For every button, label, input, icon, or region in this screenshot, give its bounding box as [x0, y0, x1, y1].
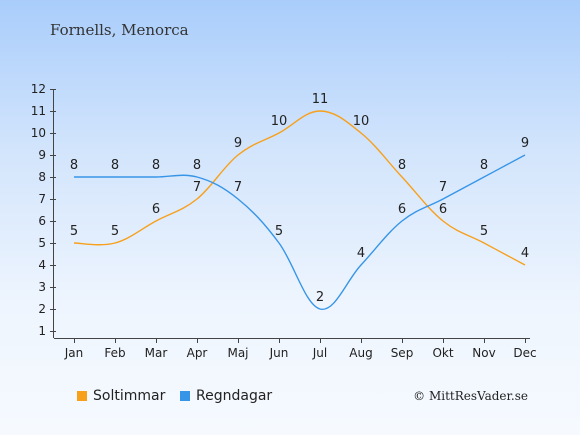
series-line-soltimmar: [73, 110, 526, 266]
data-label-regndagar: 8: [70, 158, 78, 173]
data-label-regndagar: 8: [111, 158, 119, 173]
y-tick-label: 9: [38, 148, 46, 162]
x-tick-label: Jul: [312, 346, 327, 360]
legend-label-soltimmar: Soltimmar: [93, 388, 166, 404]
y-tick-label: 2: [38, 302, 46, 316]
data-label-soltimmar: 7: [193, 180, 201, 195]
data-label-soltimmar: 4: [521, 246, 529, 261]
data-label-regndagar: 9: [521, 136, 529, 151]
data-label-regndagar: 6: [398, 202, 406, 217]
y-tick-label: 10: [31, 126, 46, 140]
x-tick-label: Nov: [472, 346, 495, 360]
data-label-soltimmar: 5: [70, 224, 78, 239]
legend-swatch-soltimmar: [77, 391, 87, 401]
x-tick-label: Okt: [432, 346, 453, 360]
x-tick-label: Maj: [227, 346, 248, 360]
data-label-regndagar: 8: [152, 158, 160, 173]
x-tick-label: Sep: [391, 346, 414, 360]
data-label-soltimmar: 11: [312, 92, 329, 107]
data-label-soltimmar: 10: [353, 114, 370, 129]
data-label-regndagar: 5: [275, 224, 283, 239]
data-label-soltimmar: 5: [480, 224, 488, 239]
series-line-regndagar: [73, 154, 526, 310]
data-label-regndagar: 4: [357, 246, 365, 261]
legend-label-regndagar: Regndagar: [196, 388, 273, 404]
data-label-soltimmar: 10: [271, 114, 288, 129]
data-label-regndagar: 7: [439, 180, 447, 195]
y-tick-label: 7: [38, 192, 46, 206]
y-tick-label: 6: [38, 214, 46, 228]
x-tick-label: Jun: [269, 346, 289, 360]
data-label-soltimmar: 8: [398, 158, 406, 173]
data-label-soltimmar: 6: [439, 202, 447, 217]
x-tick-label: Jan: [64, 346, 84, 360]
x-tick-label: Aug: [349, 346, 372, 360]
y-tick-label: 3: [38, 280, 46, 294]
y-tick-label: 1: [38, 324, 46, 338]
y-tick-label: 8: [38, 170, 46, 184]
x-tick-label: Mar: [145, 346, 168, 360]
data-label-soltimmar: 6: [152, 202, 160, 217]
x-tick-label: Apr: [187, 346, 208, 360]
y-tick-label: 11: [31, 104, 46, 118]
x-tick-label: Dec: [513, 346, 536, 360]
y-tick-label: 12: [31, 82, 46, 96]
data-label-regndagar: 2: [316, 290, 324, 305]
data-label-soltimmar: 5: [111, 224, 119, 239]
legend-item-regndagar: Regndagar: [180, 388, 272, 404]
data-label-regndagar: 8: [193, 158, 201, 173]
y-tick-label: 5: [38, 236, 46, 250]
x-tick-label: Feb: [104, 346, 125, 360]
data-label-soltimmar: 9: [234, 136, 242, 151]
data-label-regndagar: 8: [480, 158, 488, 173]
copyright-text: © MittResVader.se: [413, 389, 528, 403]
y-tick-label: 4: [38, 258, 46, 272]
legend-swatch-regndagar: [180, 391, 190, 401]
chart-title: Fornells, Menorca: [50, 21, 189, 39]
data-label-regndagar: 7: [234, 180, 242, 195]
legend-item-soltimmar: Soltimmar: [77, 388, 165, 404]
